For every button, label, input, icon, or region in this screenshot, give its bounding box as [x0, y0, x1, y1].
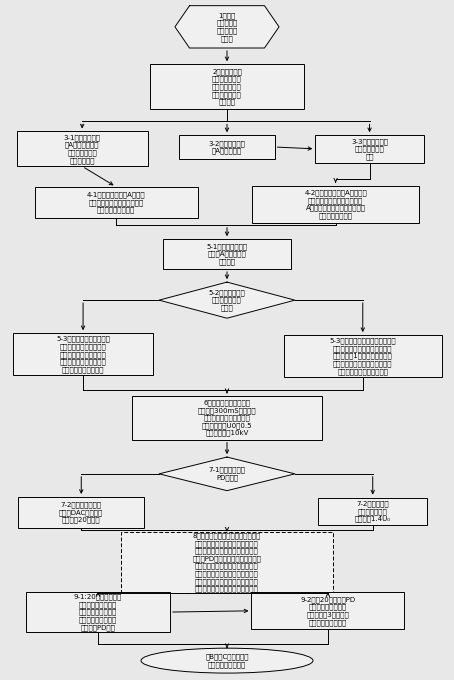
- Bar: [252, 186, 419, 223]
- Bar: [13, 333, 153, 375]
- Text: 9-1:20个电压周期结
束后，对每个传感器
采集的放电脉冲电流
信号进行频域积分处
理，计算PD量值: 9-1:20个电压周期结 束后，对每个传感器 采集的放电脉冲电流 信号进行频域积…: [74, 594, 122, 630]
- Text: 5-2：电缆运维单
位试验装备条件
如何？: 5-2：电缆运维单 位试验装备条件 如何？: [209, 289, 245, 311]
- Text: 1：试验
前，被测电
缆线路与电
网断路: 1：试验 前，被测电 缆线路与电 网断路: [217, 12, 237, 41]
- Text: 7-2：若检测不
到，则继续阶梯
升压直至1.4U₀: 7-2：若检测不 到，则继续阶梯 升压直至1.4U₀: [355, 500, 391, 522]
- Text: 7-1：是否检测到
PD信号？: 7-1：是否检测到 PD信号？: [208, 466, 246, 481]
- Text: 8：加压过程中，无论是采用便携式
高频局放检测仪，从近端开始沿电
缆线路逐个终端及接头采集传感器
的输出PD脉冲电流信号，还是采用
分布式高频局放监测系统沿电缆: 8：加压过程中，无论是采用便携式 高频局放检测仪，从近端开始沿电 缆线路逐个终端…: [192, 532, 262, 592]
- Bar: [179, 135, 275, 159]
- Bar: [26, 592, 170, 632]
- Bar: [35, 187, 197, 218]
- Text: 5-3：条件一般，则采用便
携式高频局放检测仪，从
近端开始沿电缆线路逐个
终端及接头采集传感器的
输出信号进行测量校准: 5-3：条件一般，则采用便 携式高频局放检测仪，从 近端开始沿电缆线路逐个 终端…: [56, 336, 110, 373]
- Text: 3-2：被测电缆线
路A相远端悬空: 3-2：被测电缆线 路A相远端悬空: [208, 140, 246, 154]
- Bar: [121, 532, 333, 593]
- Text: 3-1：被测电缆线
路A相近端与脉涌
波电压发生装置
及分压器相连: 3-1：被测电缆线 路A相近端与脉涌 波电压发生装置 及分压器相连: [64, 134, 101, 164]
- Text: 2：被测电缆线
路的终端接头处
金属交叉互联箱
内极位铜排改为
分相直联: 2：被测电缆线 路的终端接头处 金属交叉互联箱 内极位铜排改为 分相直联: [212, 68, 242, 105]
- Text: 9-2：取20个周期内PD
量值，脉冲个数与试
验电压相位3个参数绘
制放电统计分布谱图: 9-2：取20个周期内PD 量值，脉冲个数与试 验电压相位3个参数绘 制放电统计…: [301, 596, 355, 626]
- Text: 7-2：若检测到，则
当前的DAC试验电压
连续作用20个周期: 7-2：若检测到，则 当前的DAC试验电压 连续作用20个周期: [59, 502, 104, 524]
- Bar: [315, 135, 424, 163]
- Bar: [16, 131, 148, 167]
- Bar: [284, 335, 442, 377]
- Polygon shape: [175, 5, 279, 48]
- Bar: [18, 497, 144, 528]
- Text: 4-2：被测电缆线路A相经实发
所有的接地箱或交叉互联箱内
A相直联铜排上卡装工具高频脉
冲电流耦合传感器: 4-2：被测电缆线路A相经实发 所有的接地箱或交叉互联箱内 A相直联铜排上卡装工…: [304, 190, 367, 219]
- Polygon shape: [159, 457, 295, 491]
- Text: 在B相与C相电缆上分
别重复步骤三至九。: 在B相与C相电缆上分 别重复步骤三至九。: [205, 653, 249, 668]
- Ellipse shape: [141, 648, 313, 673]
- Bar: [163, 239, 291, 269]
- Bar: [132, 396, 322, 439]
- Text: 6：电压发生装置输出衰
减周期为300mS的阻尼振
荡波电压，起始电压为电
缆额定相电压U0的0.5
倍，每级升压10kV: 6：电压发生装置输出衰 减周期为300mS的阻尼振 荡波电压，起始电压为电 缆额…: [197, 399, 257, 437]
- Text: 4-1：被测电缆线路A相两侧
终端接地引出线卡装工具高频
脉冲电流耦合传感器: 4-1：被测电缆线路A相两侧 终端接地引出线卡装工具高频 脉冲电流耦合传感器: [87, 192, 145, 214]
- Bar: [318, 498, 427, 525]
- Text: 5-1：用标准脉冲发
生器从A相终端注入
校准信号: 5-1：用标准脉冲发 生器从A相终端注入 校准信号: [207, 243, 247, 265]
- Text: 3-3：被测电缆线
路非试验相对地
短接: 3-3：被测电缆线 路非试验相对地 短接: [351, 138, 388, 160]
- Polygon shape: [159, 282, 295, 318]
- Bar: [252, 592, 405, 630]
- Bar: [150, 64, 304, 109]
- Text: 5-3：条件良好，则采用分布式高
频局放监测系统，每个终端或接
头处近安装1台前级采集单元，
沿由缆线路同步采集和一个传感
器的输出信号进行测量校准: 5-3：条件良好，则采用分布式高 频局放监测系统，每个终端或接 头处近安装1台前…: [330, 338, 396, 375]
